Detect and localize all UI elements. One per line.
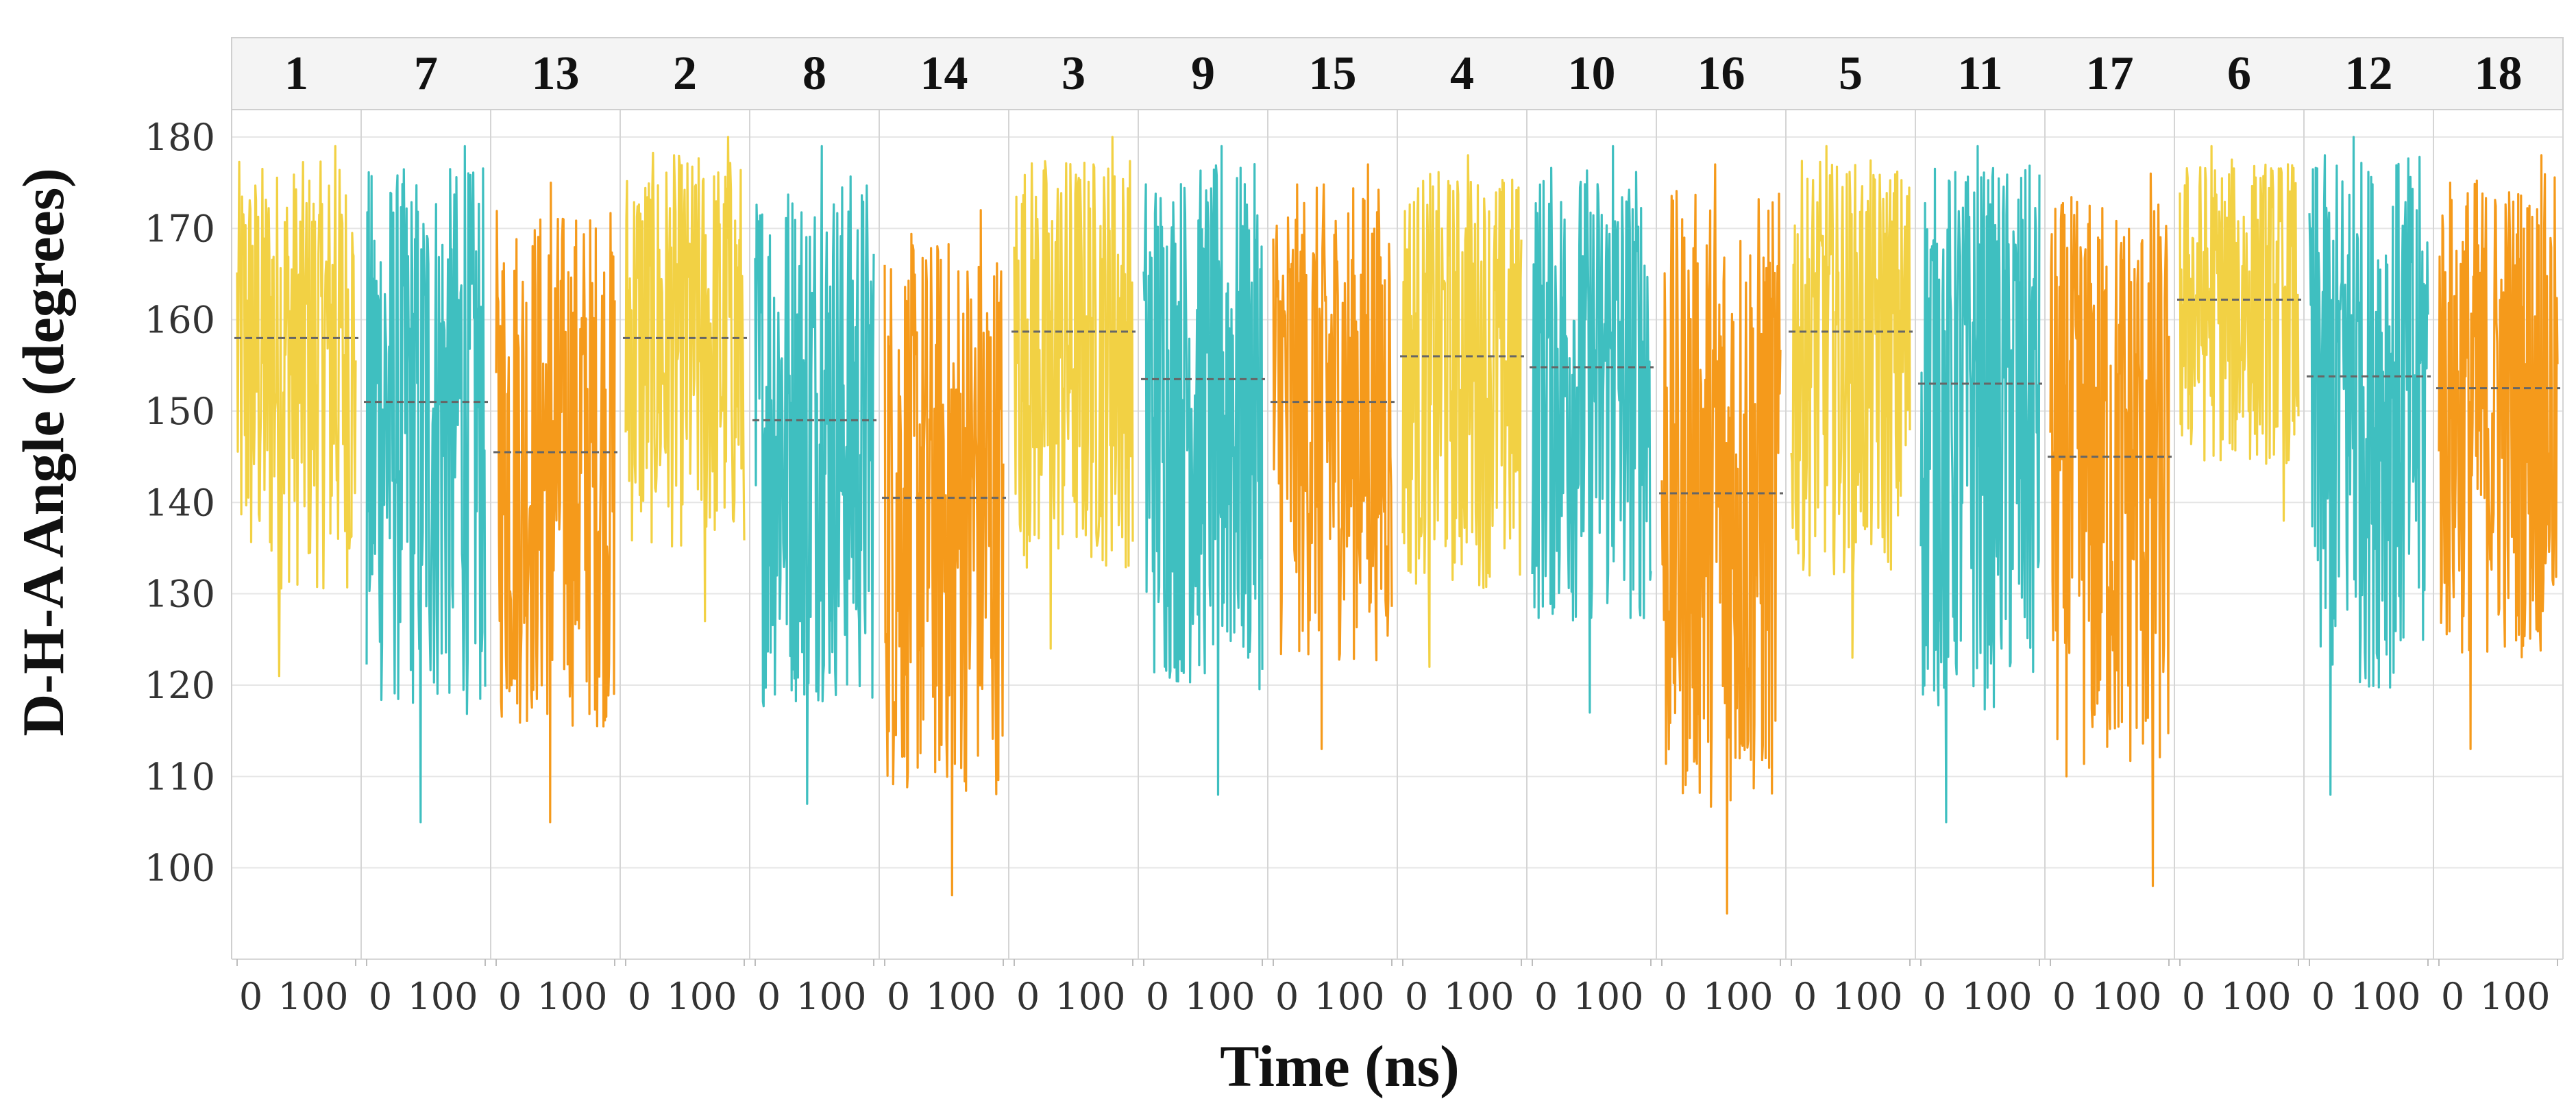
panel-label: 5 [1839, 47, 1863, 100]
x-tick-label: 100 [1573, 975, 1643, 1018]
panel-label: 14 [920, 47, 968, 100]
x-tick-label: 0 [628, 975, 651, 1018]
series-line-4 [1401, 154, 1523, 668]
series-line-18 [2438, 154, 2559, 750]
panel-label: 12 [2345, 47, 2393, 100]
series-line-17 [2049, 172, 2170, 887]
series-line-15 [1272, 163, 1393, 750]
panel-label: 15 [1309, 47, 1357, 100]
x-tick-label: 0 [1664, 975, 1687, 1018]
panel-label: 9 [1191, 47, 1215, 100]
panel-label: 2 [673, 47, 697, 100]
panel-label: 18 [2475, 47, 2523, 100]
series-line-10 [1531, 145, 1652, 714]
series-line-5 [1790, 145, 1911, 659]
x-tick-label: 100 [2220, 975, 2291, 1018]
x-tick-label: 100 [1055, 975, 1125, 1018]
x-tick-label: 0 [239, 975, 262, 1018]
panel-label: 10 [1568, 47, 1616, 100]
panel-label: 16 [1697, 47, 1745, 100]
panel-label: 13 [532, 47, 580, 100]
panel-label: 8 [802, 47, 826, 100]
x-tick-label: 0 [2182, 975, 2205, 1018]
x-tick-label: 0 [1146, 975, 1169, 1018]
x-tick-label: 100 [1832, 975, 1902, 1018]
series-line-3 [1013, 136, 1134, 650]
x-tick-label: 100 [2479, 975, 2550, 1018]
panel-strip-band [231, 37, 2564, 110]
x-axis-title: Time (ns) [1220, 1033, 1460, 1099]
y-tick-label: 140 [145, 481, 215, 524]
x-tick-label: 100 [537, 975, 607, 1018]
x-tick-label: 100 [796, 975, 866, 1018]
x-tick-label: 100 [1961, 975, 2032, 1018]
panel-label: 4 [1450, 47, 1474, 100]
x-tick-label: 100 [407, 975, 478, 1018]
mean-lines-layer [234, 298, 2560, 499]
x-tick-label: 100 [666, 975, 737, 1018]
x-tick-label: 100 [2091, 975, 2161, 1018]
panel-label: 11 [1957, 47, 2002, 100]
series-line-16 [1660, 163, 1782, 915]
x-tick-label: 100 [2350, 975, 2420, 1018]
x-tick-label: 0 [1275, 975, 1299, 1018]
x-tick-label: 100 [278, 975, 348, 1018]
series-line-13 [495, 182, 616, 824]
series-line-6 [2179, 145, 2300, 522]
x-tick-label: 0 [1016, 975, 1040, 1018]
series-line-1 [236, 145, 357, 678]
y-tick-label: 110 [145, 755, 215, 798]
x-tick-label: 100 [1314, 975, 1384, 1018]
grid-layer [231, 38, 2564, 960]
x-tick-label: 0 [887, 975, 910, 1018]
y-tick-label: 130 [145, 573, 215, 616]
x-tick-label: 0 [369, 975, 392, 1018]
series-line-2 [624, 136, 746, 623]
x-tick-layer: 0 100 0 100 0 100 0 100 0 100 0 100 0 100 0 100 0 100 0 100… [236, 959, 2558, 1018]
y-tick-label: 120 [145, 664, 215, 707]
y-tick-label: 160 [145, 299, 215, 342]
series-line-11 [1919, 145, 2041, 824]
y-axis-title: D-H-A Angle (degrees) [10, 168, 76, 737]
x-tick-label: 0 [1923, 975, 1946, 1018]
y-tick-layer: 100 110 120 130 140 150 160 170 180 [145, 116, 215, 890]
series-line-9 [1142, 145, 1264, 796]
series-layer [236, 136, 2559, 915]
series-line-14 [883, 209, 1005, 897]
x-tick-label: 100 [1702, 975, 1773, 1018]
x-tick-label: 100 [1443, 975, 1514, 1018]
x-tick-label: 100 [1184, 975, 1255, 1018]
series-line-12 [2308, 136, 2429, 796]
x-tick-label: 0 [498, 975, 522, 1018]
y-tick-label: 100 [145, 847, 215, 890]
panel-label: 3 [1062, 47, 1085, 100]
x-tick-label: 0 [2441, 975, 2464, 1018]
x-tick-label: 0 [2052, 975, 2076, 1018]
series-line-7 [365, 145, 487, 824]
x-tick-label: 0 [2311, 975, 2335, 1018]
x-tick-label: 100 [925, 975, 996, 1018]
panel-label: 1 [284, 47, 308, 100]
panel-label: 6 [2227, 47, 2251, 100]
x-tick-label: 0 [1405, 975, 1428, 1018]
series-line-8 [754, 145, 875, 805]
x-tick-label: 0 [1793, 975, 1817, 1018]
y-tick-label: 180 [145, 116, 215, 159]
panel-label: 17 [2086, 47, 2134, 100]
panel-strips-layer: 1 7 13 2 8 14 3 9 15 4 10 16 5 11 17 6 12 18 [231, 37, 2564, 110]
y-tick-label: 170 [145, 207, 215, 250]
panel-label: 7 [414, 47, 438, 100]
x-tick-label: 0 [757, 975, 781, 1018]
x-tick-label: 0 [1534, 975, 1558, 1018]
y-tick-label: 150 [145, 390, 215, 433]
